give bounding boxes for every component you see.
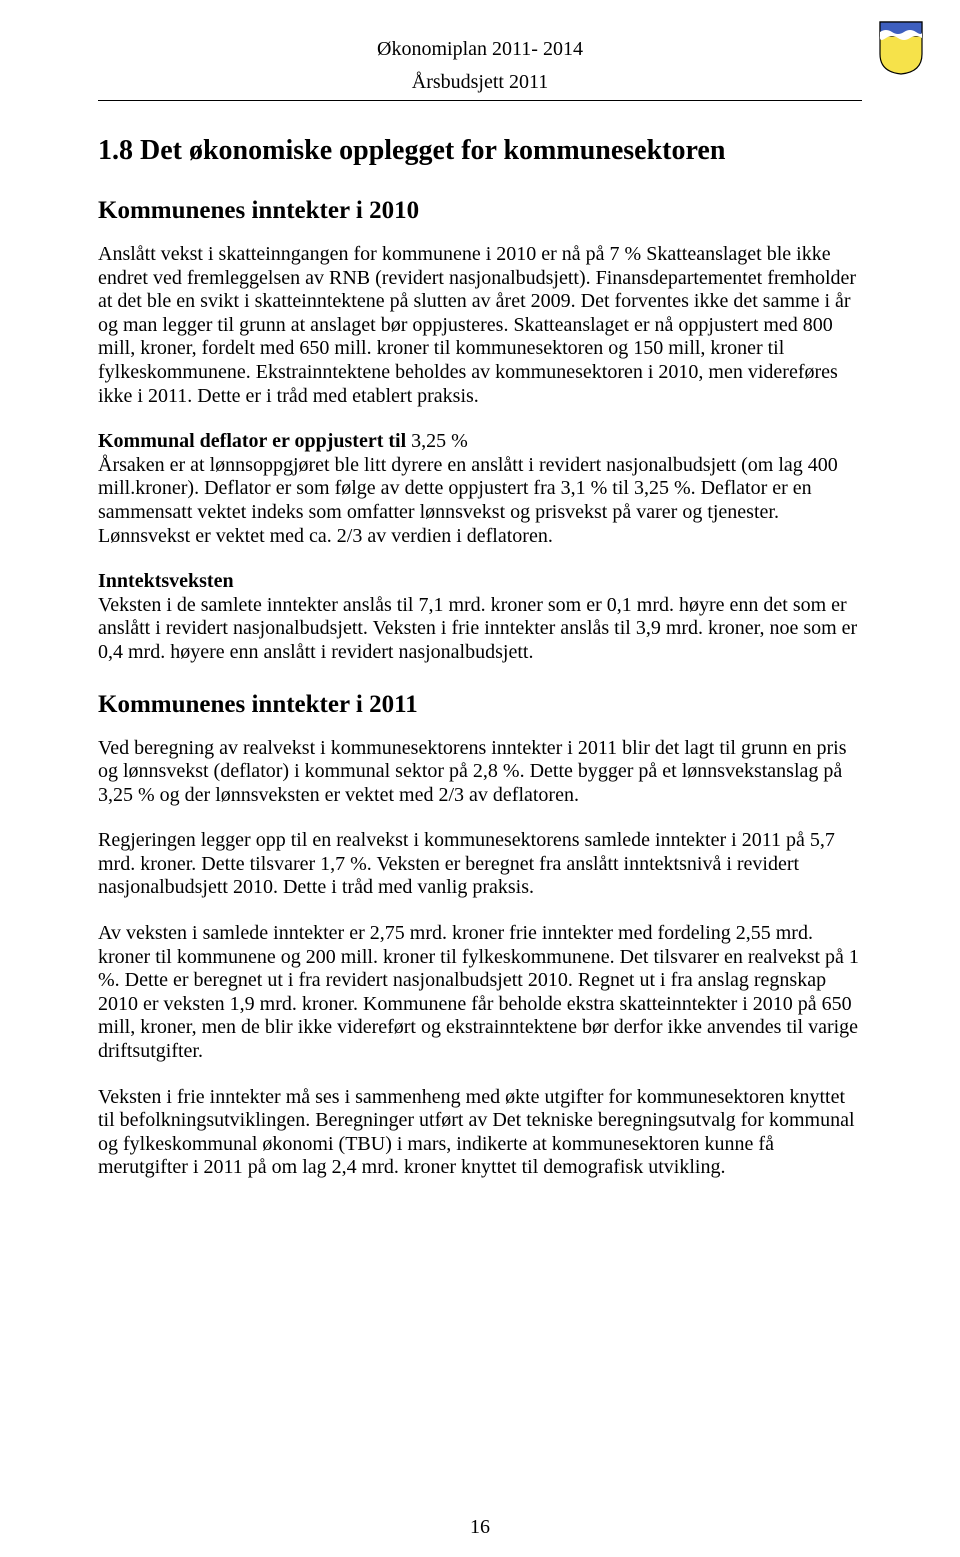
subheading-2010: Kommunenes inntekter i 2010 — [98, 197, 862, 225]
paragraph-2011-c: Av veksten i samlede inntekter er 2,75 m… — [98, 922, 862, 1064]
deflator-value: 3,25 % — [406, 430, 468, 452]
inntektsveksten-body: Veksten i de samlete inntekter anslås ti… — [98, 594, 857, 663]
section-heading: 1.8 Det økonomiske opplegget for kommune… — [98, 135, 862, 167]
paragraph-inntektsveksten: Inntektsveksten Veksten i de samlete inn… — [98, 570, 862, 664]
paragraph-deflator: Kommunal deflator er oppjustert til 3,25… — [98, 430, 862, 548]
paragraph-2011-b: Regjeringen legger opp til en realvekst … — [98, 829, 862, 900]
paragraph-2011-d: Veksten i frie inntekter må ses i sammen… — [98, 1086, 862, 1180]
paragraph-2010: Anslått vekst i skatteinngangen for komm… — [98, 243, 862, 408]
header-subtitle: Årsbudsjett 2011 — [98, 71, 862, 94]
deflator-body: Årsaken er at lønnsoppgjøret ble litt dy… — [98, 454, 838, 547]
subheading-2011: Kommunenes inntekter i 2011 — [98, 691, 862, 719]
page-number: 16 — [0, 1516, 960, 1539]
document-page: Økonomiplan 2011- 2014 Årsbudsjett 2011 … — [0, 0, 960, 1557]
paragraph-2011-a: Ved beregning av realvekst i kommunesekt… — [98, 737, 862, 808]
inntektsveksten-lead: Inntektsveksten — [98, 570, 234, 592]
coat-of-arms-icon — [878, 20, 924, 76]
deflator-lead: Kommunal deflator er oppjustert til — [98, 430, 406, 452]
header-title: Økonomiplan 2011- 2014 — [98, 38, 862, 61]
page-header: Økonomiplan 2011- 2014 Årsbudsjett 2011 — [98, 38, 862, 101]
header-rule — [98, 100, 862, 101]
